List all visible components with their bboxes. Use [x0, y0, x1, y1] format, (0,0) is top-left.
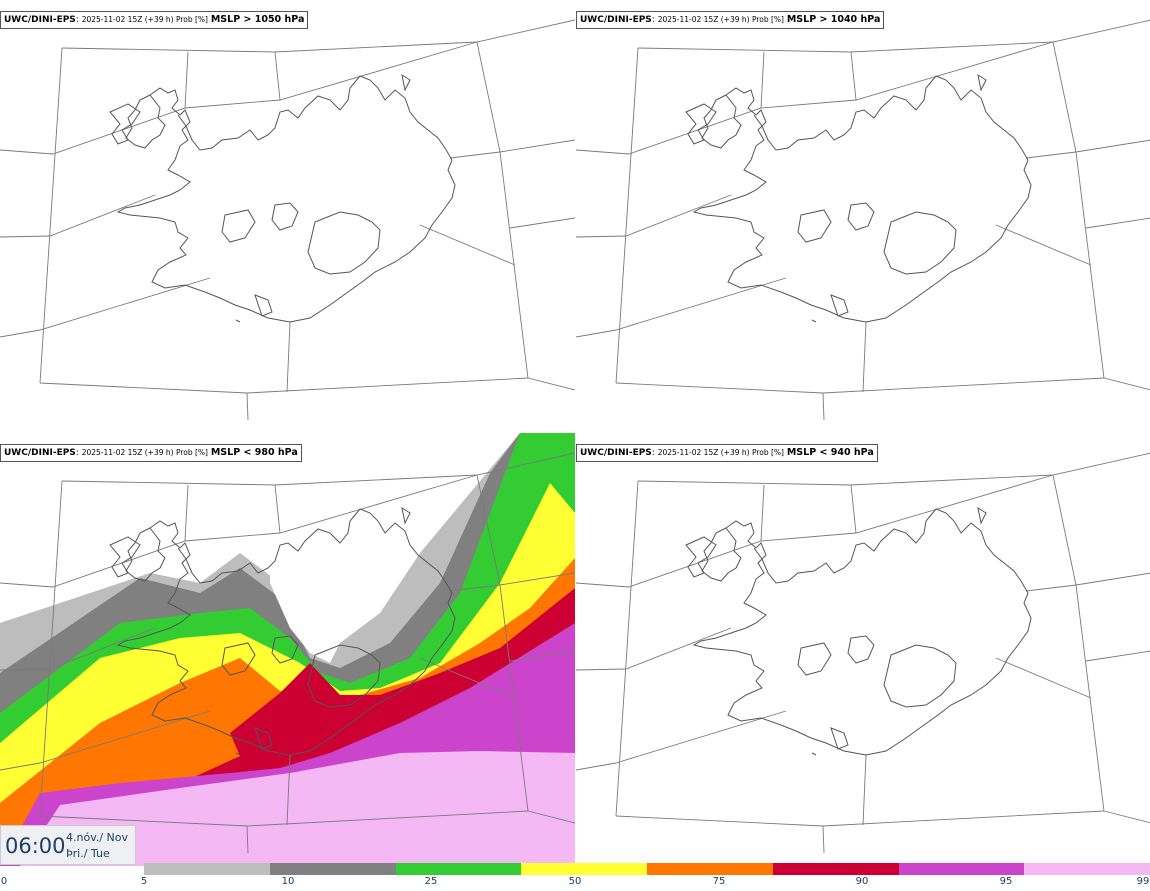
panel-model: UWC/DINI-EPS — [580, 15, 652, 25]
colorbar-tick-label: 90 — [855, 876, 869, 887]
prob-zero-region — [270, 493, 400, 663]
prob-band-99 — [20, 751, 575, 866]
valid-time-box: 06:00 4.nóv./ Nov Þri./ Tue — [0, 825, 136, 865]
map-panel-mslp-lt-940: UWC/DINI-EPS: 2025-11-02 15Z (+39 h) Pro… — [576, 433, 1150, 866]
map-canvas — [576, 19, 1150, 421]
colorbar-tick-label: 99 — [1136, 876, 1150, 887]
panel-model: UWC/DINI-EPS — [580, 448, 652, 458]
valid-time: 06:00 — [5, 834, 66, 858]
valid-weekday: Þri./ Tue — [66, 847, 110, 860]
map-canvas — [0, 19, 575, 421]
colorbar-segment — [521, 863, 648, 875]
panel-title: UWC/DINI-EPS: 2025-11-02 15Z (+39 h) Pro… — [0, 444, 302, 462]
map-panel-mslp-gt-1040: UWC/DINI-EPS: 2025-11-02 15Z (+39 h) Pro… — [576, 0, 1150, 433]
map-canvas — [576, 452, 1150, 854]
panel-title: UWC/DINI-EPS: 2025-11-02 15Z (+39 h) Pro… — [0, 11, 309, 29]
colorbar-tick-label: 75 — [712, 876, 726, 887]
colorbar-segment — [647, 863, 774, 875]
map-panel-mslp-gt-1050: UWC/DINI-EPS: 2025-11-02 15Z (+39 h) Pro… — [0, 0, 575, 433]
panel-threshold: MSLP < 940 hPa — [786, 447, 874, 458]
panel-meta: 2025-11-02 15Z (+39 h) Prob [%] — [81, 15, 208, 24]
colorbar-segment — [1024, 863, 1150, 875]
colorbar-tick-label: 0 — [0, 876, 8, 887]
panel-threshold: MSLP > 1040 hPa — [786, 14, 881, 25]
colorbar — [144, 863, 1150, 875]
panel-model: UWC/DINI-EPS — [4, 15, 76, 25]
map-canvas — [0, 433, 575, 866]
panel-meta: 2025-11-02 15Z (+39 h) Prob [%] — [657, 448, 784, 457]
panel-title: UWC/DINI-EPS: 2025-11-02 15Z (+39 h) Pro… — [576, 11, 885, 29]
colorbar-segment — [898, 863, 1025, 875]
colorbar-segment — [269, 863, 396, 875]
colorbar-tick-label: 10 — [281, 876, 295, 887]
panel-threshold: MSLP < 980 hPa — [210, 447, 298, 458]
panel-meta: 2025-11-02 15Z (+39 h) Prob [%] — [81, 448, 208, 457]
panel-threshold: MSLP > 1050 hPa — [210, 14, 305, 25]
panel-model: UWC/DINI-EPS — [4, 448, 76, 458]
colorbar-segment — [144, 863, 271, 875]
colorbar-tick-label: 5 — [140, 876, 148, 887]
colorbar-segment — [395, 863, 522, 875]
panel-title: UWC/DINI-EPS: 2025-11-02 15Z (+39 h) Pro… — [576, 444, 878, 462]
colorbar-tick-label: 50 — [568, 876, 582, 887]
colorbar-segment — [772, 863, 899, 875]
colorbar-tick-label: 25 — [424, 876, 438, 887]
valid-date: 4.nóv./ Nov — [66, 831, 129, 844]
colorbar-tick-label: 95 — [999, 876, 1013, 887]
panel-meta: 2025-11-02 15Z (+39 h) Prob [%] — [657, 15, 784, 24]
map-panel-mslp-lt-980: UWC/DINI-EPS: 2025-11-02 15Z (+39 h) Pro… — [0, 433, 575, 866]
